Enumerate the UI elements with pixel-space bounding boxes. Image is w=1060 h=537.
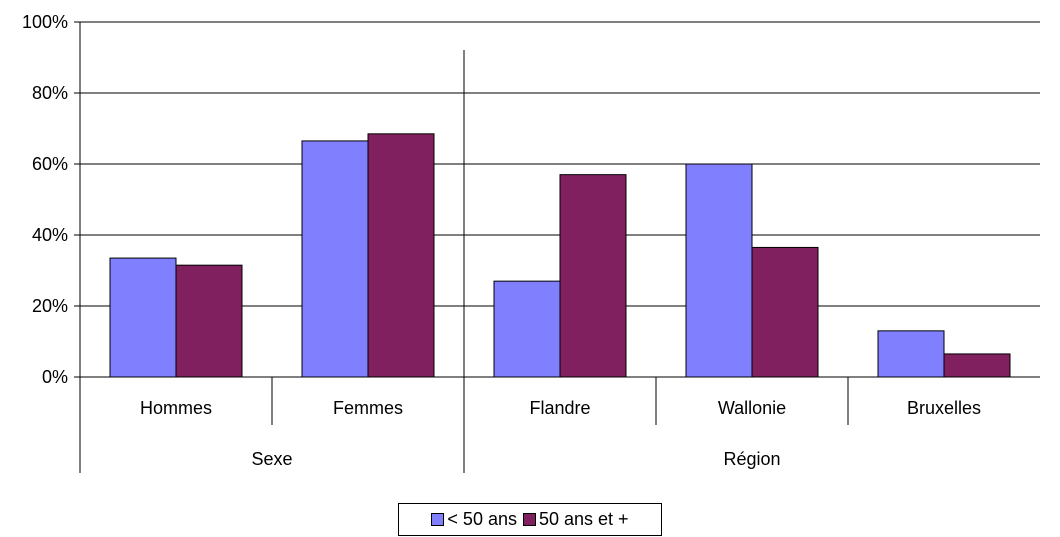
- bar: [943, 353, 1011, 378]
- y-tick-label: 0%: [42, 367, 68, 387]
- bar: [367, 133, 435, 378]
- x-category-label: Wallonie: [718, 398, 786, 418]
- x-group-label: Sexe: [251, 449, 292, 469]
- legend-item-under-50: < 50 ans: [431, 509, 517, 530]
- bar: [877, 330, 945, 378]
- x-category-label: Hommes: [140, 398, 212, 418]
- y-tick-label: 60%: [32, 154, 68, 174]
- y-tick-label: 40%: [32, 225, 68, 245]
- legend-label-under-50: < 50 ans: [447, 509, 517, 529]
- legend-item-50-plus: 50 ans et +: [522, 509, 629, 530]
- bar: [685, 163, 753, 378]
- x-category-label: Bruxelles: [907, 398, 981, 418]
- bar: [493, 280, 561, 378]
- bar: [109, 257, 177, 378]
- x-category-label: Flandre: [529, 398, 590, 418]
- legend-swatch-50-plus: [522, 513, 536, 526]
- y-tick-label: 20%: [32, 296, 68, 316]
- bar-chart: 0% 20% 40% 60% 80% 100% Hommes Femmes Flandre Wal…: [22, 12, 1040, 473]
- bar: [175, 264, 243, 378]
- y-tick-label: 100%: [22, 12, 68, 32]
- legend: < 50 ans 50 ans et +: [398, 503, 662, 536]
- x-category-label: Femmes: [333, 398, 403, 418]
- legend-label-50-plus: 50 ans et +: [538, 509, 629, 529]
- bar: [751, 246, 819, 378]
- x-group-label: Région: [723, 449, 780, 469]
- y-tick-label: 80%: [32, 83, 68, 103]
- legend-swatch-under-50: [431, 513, 445, 526]
- bar: [559, 174, 627, 378]
- bar: [301, 140, 369, 378]
